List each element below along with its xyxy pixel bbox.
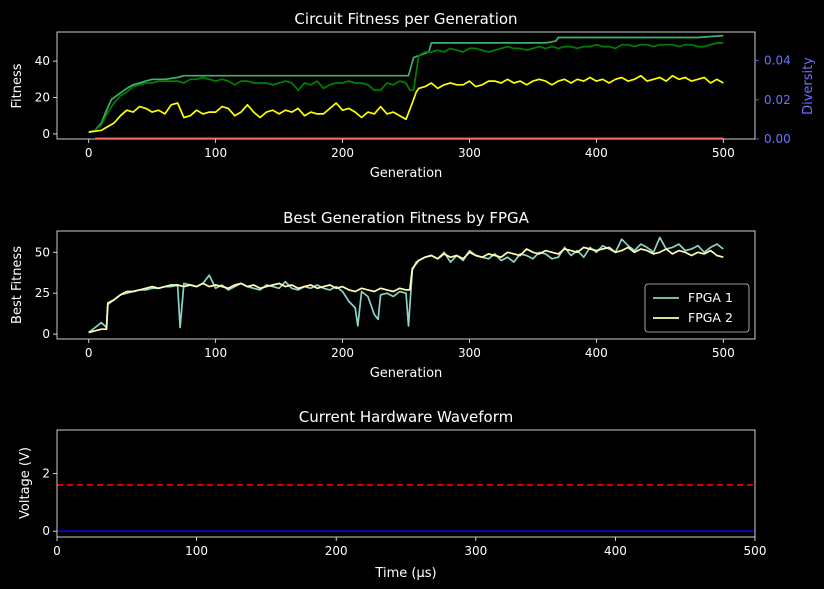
fitness-chart-frame [56, 31, 756, 140]
y-tick-label: 20 [35, 91, 50, 105]
y-tick-label: 50 [35, 245, 50, 259]
fpga-chart-legend: FPGA 1 FPGA 2 [644, 283, 750, 333]
fpga-chart: Best Generation Fitness by FPGA 0 100 200 3… [10, 209, 756, 381]
waveform-chart-x-ticks: 0 100 200 300 400 500 [53, 537, 766, 558]
x-tick-label: 400 [604, 544, 627, 558]
x-tick-label: 500 [712, 146, 735, 160]
x-tick-label: 200 [331, 146, 354, 160]
fpga-chart-frame [56, 230, 756, 340]
x-tick-label: 100 [204, 146, 227, 160]
waveform-chart-y-ticks: 02 [42, 466, 57, 538]
x-tick-label: 200 [325, 544, 348, 558]
y-tick-label: 25 [35, 286, 50, 300]
y2-tick-label: 0.00 [764, 132, 791, 146]
x-tick-label: 300 [458, 346, 481, 360]
x-tick-label: 0 [85, 146, 93, 160]
y2-tick-label: 0.04 [764, 54, 791, 68]
y-tick-label: 0 [42, 327, 50, 341]
y-tick-label: 2 [42, 466, 50, 480]
x-tick-label: 300 [458, 146, 481, 160]
fpga-chart-x-label: Generation [370, 366, 443, 381]
waveform-chart-x-label: Time (µs) [374, 566, 436, 581]
fitness-chart-x-label: Generation [370, 166, 443, 181]
legend-label-fpga2: FPGA 2 [688, 310, 733, 325]
best-line [88, 34, 724, 133]
fitness-chart-y-label: Fitness [10, 63, 25, 108]
fitness-chart: Circuit Fitness per Generation 0 100 200 30… [10, 10, 816, 181]
x-tick-label: 200 [331, 346, 354, 360]
x-tick-label: 500 [712, 346, 735, 360]
y2-tick-label: 0.02 [764, 93, 791, 107]
x-tick-label: 100 [204, 346, 227, 360]
fpga-chart-x-ticks: 0 100 200 300 400 500 [85, 339, 735, 360]
fitness-chart-y2-ticks: 0.00 0.02 0.04 [755, 54, 791, 146]
x-tick-label: 300 [464, 544, 487, 558]
y-tick-label: 0 [42, 127, 50, 141]
fitness-chart-y-ticks: 0 20 40 [35, 54, 57, 141]
x-tick-label: 100 [185, 544, 208, 558]
fpga-chart-y-ticks: 0 25 50 [35, 245, 57, 341]
fitness-chart-series [88, 34, 724, 139]
y-tick-label: 40 [35, 54, 50, 68]
max-line [88, 42, 724, 133]
waveform-chart-frame [56, 429, 756, 538]
series-1-line [88, 246, 724, 334]
fpga-chart-series [88, 236, 724, 334]
x-tick-label: 0 [85, 346, 93, 360]
fpga-chart-title: Best Generation Fitness by FPGA [283, 209, 530, 227]
fitness-chart-y2-label: Diversity [801, 57, 816, 115]
legend-label-fpga1: FPGA 1 [688, 290, 733, 305]
avg-line [88, 74, 724, 133]
fitness-chart-title: Circuit Fitness per Generation [294, 10, 517, 28]
fitness-chart-x-ticks: 0 100 200 300 400 500 [85, 139, 735, 160]
waveform-chart-series [57, 484, 755, 533]
x-tick-label: 400 [585, 146, 608, 160]
x-tick-label: 0 [53, 544, 61, 558]
waveform-chart-title: Current Hardware Waveform [299, 408, 513, 426]
y-tick-label: 0 [42, 524, 50, 538]
waveform-chart: Current Hardware Waveform 0 100 200 300 400 5… [18, 408, 766, 581]
fpga-chart-y-label: Best Fitness [10, 246, 25, 324]
x-tick-label: 500 [744, 544, 767, 558]
x-tick-label: 400 [585, 346, 608, 360]
legend-box [644, 283, 750, 333]
waveform-chart-y-label: Voltage (V) [18, 447, 33, 519]
